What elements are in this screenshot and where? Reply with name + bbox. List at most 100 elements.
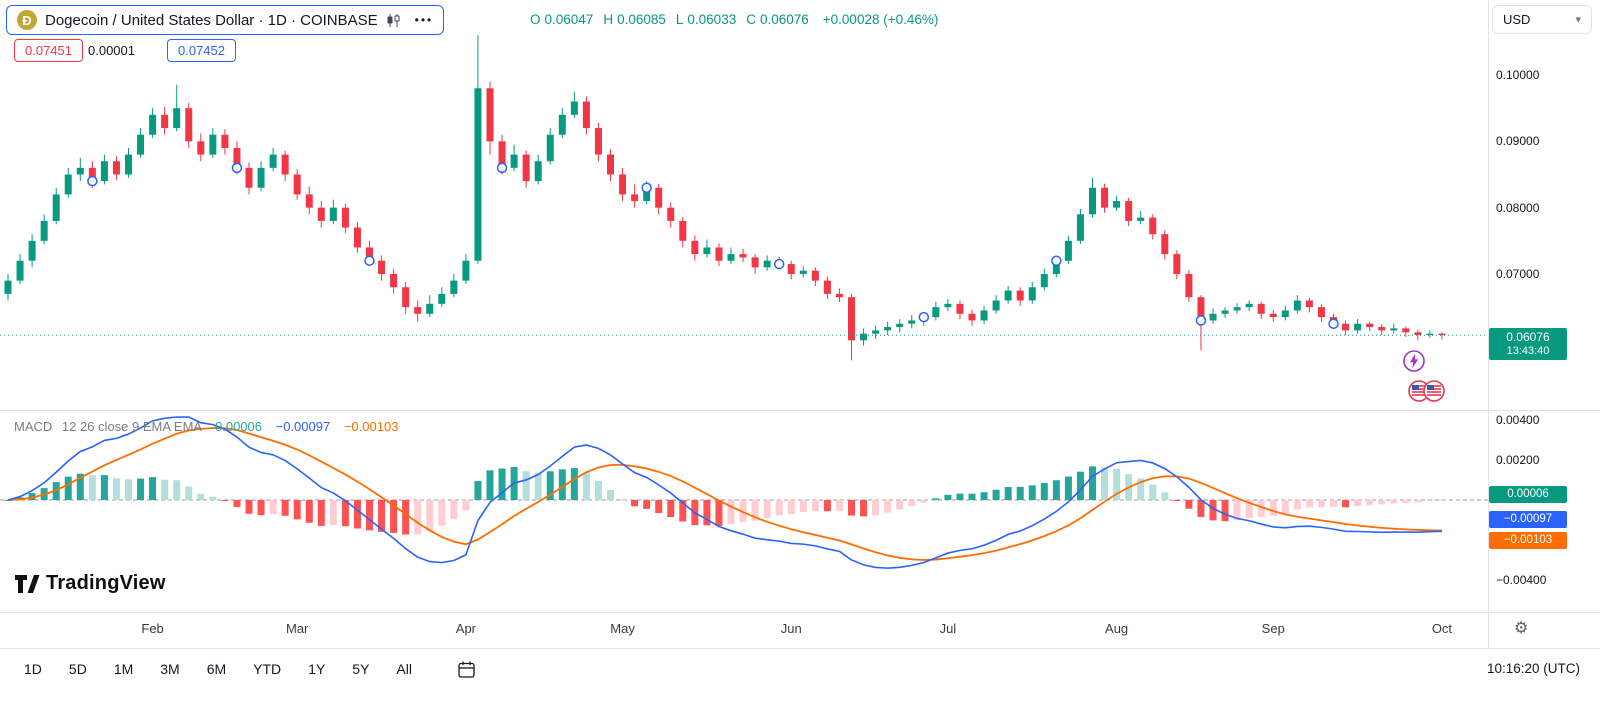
go-to-date-icon[interactable] xyxy=(457,660,476,679)
data-point-marker[interactable] xyxy=(773,258,785,270)
candle-body xyxy=(992,300,1000,311)
candle-body xyxy=(40,220,48,241)
candle-body xyxy=(896,323,904,328)
blue-price-line-label[interactable]: 0.07452 xyxy=(167,39,236,62)
macd-hist-bar xyxy=(1378,500,1386,505)
macd-hist-bar xyxy=(257,500,265,516)
pane-divider[interactable] xyxy=(0,410,1600,411)
candle-body xyxy=(450,280,458,294)
range-button-3m[interactable]: 3M xyxy=(160,661,180,677)
range-button-all[interactable]: All xyxy=(396,661,412,677)
macd-hist-bar xyxy=(125,479,132,500)
candle-body xyxy=(534,161,542,182)
candle-body xyxy=(739,254,747,258)
data-point-marker[interactable] xyxy=(918,311,930,323)
candle-body xyxy=(1089,187,1096,215)
candle-body xyxy=(390,273,398,288)
price-spread-label: 0.00001 xyxy=(88,43,135,58)
macd-hist-bar xyxy=(161,479,169,500)
last-price-badge: 0.06076 13:43:40 xyxy=(1489,328,1567,360)
candle-body xyxy=(968,313,976,321)
data-point-marker[interactable] xyxy=(1051,255,1062,266)
candle-body xyxy=(28,240,36,261)
macd-hist-bar xyxy=(944,494,952,500)
candle-body xyxy=(582,101,590,129)
macd-hist-bar xyxy=(582,472,590,500)
time-axis-border xyxy=(0,612,1600,613)
macd-hist-bar xyxy=(450,500,458,519)
range-button-1y[interactable]: 1Y xyxy=(308,661,326,677)
data-point-marker[interactable] xyxy=(641,182,652,194)
macd-hist-bar xyxy=(486,470,494,500)
candle-body xyxy=(353,227,361,248)
macd-tick: 0.00200 xyxy=(1496,453,1540,467)
data-point-marker[interactable] xyxy=(1195,315,1207,326)
month-label: Jul xyxy=(939,621,957,636)
macd-legend[interactable]: MACD 12 26 close 9 EMA EMA 0.00006 −0.00… xyxy=(14,419,398,434)
currency-label: USD xyxy=(1503,12,1531,27)
macd-hist-bar xyxy=(715,500,723,526)
macd-hist-bar xyxy=(438,500,446,526)
symbol-search-box[interactable]: Đ Dogecoin / United States Dollar · 1D ·… xyxy=(6,5,445,35)
macd-hist-bar xyxy=(1052,480,1060,500)
range-button-1d[interactable]: 1D xyxy=(24,661,42,677)
data-point-marker[interactable] xyxy=(364,255,375,266)
range-button-1m[interactable]: 1M xyxy=(113,661,134,677)
month-label: Apr xyxy=(455,621,477,636)
candle-body xyxy=(787,264,795,274)
candle-body xyxy=(269,154,277,168)
macd-hist-bar xyxy=(1113,468,1121,500)
range-button-5y[interactable]: 5Y xyxy=(352,661,370,677)
candle-body xyxy=(486,88,494,142)
macd-hist-bar xyxy=(884,500,892,513)
data-point-marker[interactable] xyxy=(1328,318,1339,329)
macd-hist-bar xyxy=(76,473,84,500)
month-label: Sep xyxy=(1261,621,1285,636)
macd-signal-value: −0.00103 xyxy=(343,419,399,434)
candle-body xyxy=(860,333,868,341)
more-options-icon[interactable]: ••• xyxy=(414,13,434,27)
candle-body xyxy=(944,303,952,308)
macd-hist-bar xyxy=(1137,478,1145,500)
macd-hist-bar xyxy=(631,500,639,507)
candle-body xyxy=(52,194,60,221)
range-button-6m[interactable]: 6M xyxy=(206,661,227,677)
macd-hist-bar xyxy=(462,500,470,511)
time-axis[interactable]: Feb Mar Apr May Jun Jul Aug Sep Oct xyxy=(0,613,1488,648)
candle-body xyxy=(679,220,687,241)
macd-hist-badge: 0.00006 xyxy=(1489,486,1567,503)
macd-hist-bar xyxy=(787,500,795,515)
range-button-5d[interactable]: 5D xyxy=(68,661,87,677)
timezone-clock[interactable]: 10:16:20 (UTC) xyxy=(1486,661,1580,676)
us-flag-event-icon[interactable] xyxy=(1407,379,1447,408)
macd-hist-bar xyxy=(209,496,217,500)
currency-dropdown[interactable]: USD ▾ xyxy=(1492,5,1592,34)
candle-body xyxy=(1028,287,1036,301)
red-price-line-label[interactable]: 0.07451 xyxy=(14,39,83,62)
macd-hist-bar xyxy=(980,492,988,500)
macd-hist-bar xyxy=(1149,484,1157,500)
macd-histogram xyxy=(4,466,1446,535)
candle-body xyxy=(1209,313,1217,321)
macd-hist-bar xyxy=(378,500,386,532)
range-button-ytd[interactable]: YTD xyxy=(253,661,282,677)
candle-body xyxy=(643,187,651,202)
settings-gear-icon[interactable]: ⚙ xyxy=(1514,620,1529,637)
macd-hist-bar xyxy=(799,500,807,512)
macd-hist-bar xyxy=(197,493,205,500)
tradingview-logo[interactable]: TradingView xyxy=(14,572,166,595)
macd-hist-bar xyxy=(594,480,602,500)
data-point-marker[interactable] xyxy=(231,162,243,174)
candle-body xyxy=(245,167,253,188)
macd-hist-bar xyxy=(1016,486,1024,500)
data-point-marker[interactable] xyxy=(496,162,508,174)
data-point-marker[interactable] xyxy=(87,175,98,187)
candle-body xyxy=(161,114,169,129)
candle-body xyxy=(366,247,373,261)
macd-hist-bar xyxy=(848,500,855,516)
lightning-event-icon[interactable] xyxy=(1402,349,1426,378)
open-label: O xyxy=(530,12,541,27)
macd-hist-bar xyxy=(643,500,651,509)
